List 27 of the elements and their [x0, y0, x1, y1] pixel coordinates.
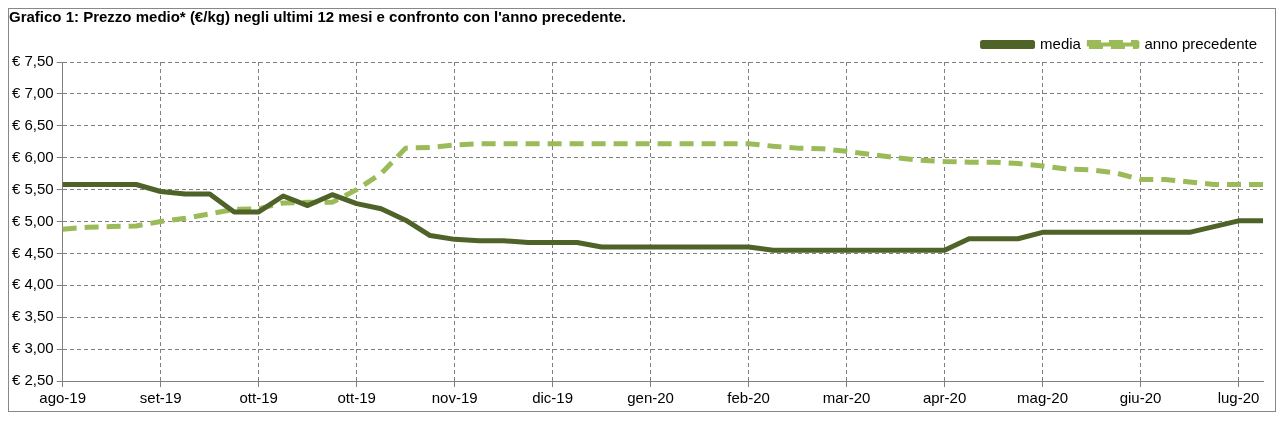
x-tick-label: mar-20: [822, 389, 871, 407]
x-tick-label: nov-19: [431, 389, 478, 407]
x-tick-label: ott-19: [337, 389, 376, 407]
x-tick-label: set-19: [139, 389, 182, 407]
x-tick-label: feb-20: [727, 389, 770, 407]
y-tick-label: € 6,50: [11, 115, 54, 133]
y-tick-label: € 4,50: [11, 243, 54, 261]
legend-label: media: [1040, 34, 1082, 52]
y-tick-label: € 7,00: [11, 84, 54, 102]
x-tick-label: mag-20: [1017, 389, 1068, 407]
y-tick-label: € 7,50: [11, 52, 54, 70]
y-tick-label: € 3,00: [11, 339, 54, 357]
x-tick-label: lug-20: [1217, 389, 1260, 407]
y-tick-label: € 4,00: [11, 275, 54, 293]
y-tick-label: € 5,50: [11, 179, 54, 197]
legend-label: anno precedente: [1144, 34, 1258, 52]
chart-title: Grafico 1: Prezzo medio* (€/kg) negli ultimi 12 mesi e confronto con l'anno precedente.: [9, 8, 627, 26]
y-tick-label: € 3,50: [11, 307, 54, 325]
x-tick-label: gen-20: [627, 389, 674, 407]
y-tick-label: € 2,50: [11, 371, 54, 389]
x-tick-label: ott-19: [239, 389, 278, 407]
y-tick-label: € 6,00: [11, 147, 54, 165]
x-tick-label: ago-19: [39, 389, 87, 407]
y-tick-label: € 5,00: [11, 211, 54, 229]
x-tick-label: giu-20: [1119, 389, 1162, 407]
x-tick-label: dic-19: [532, 389, 574, 407]
x-tick-label: apr-20: [922, 389, 967, 407]
